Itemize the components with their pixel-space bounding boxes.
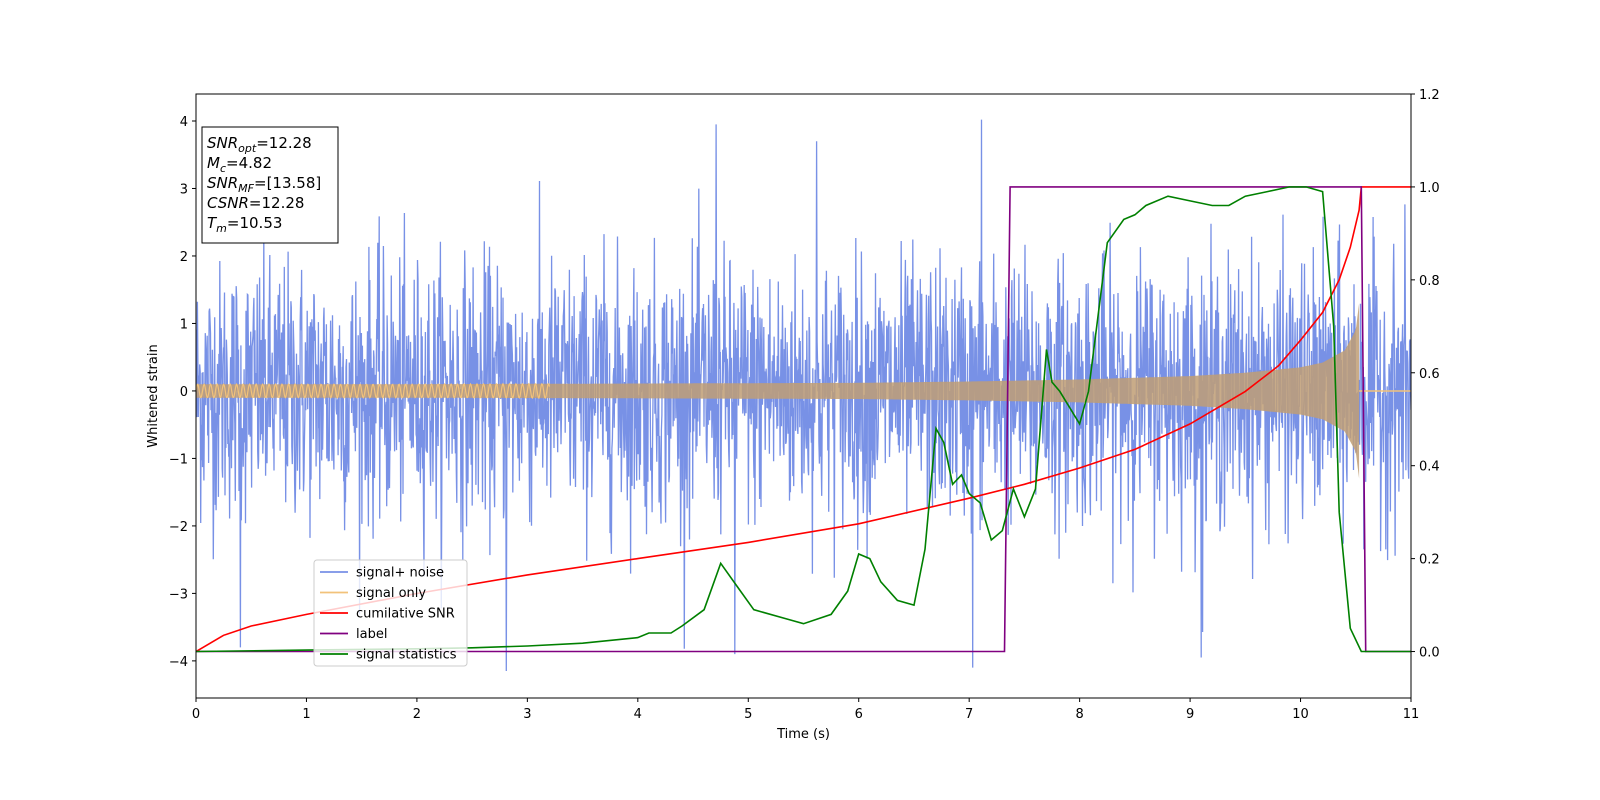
signal-only-envelope — [196, 303, 1360, 479]
info-symbol: CSNR — [207, 194, 249, 212]
y-right-tick-label: 0.8 — [1419, 274, 1440, 289]
series-signal-noise — [196, 119, 1411, 672]
y-left-tick-label: 4 — [180, 115, 188, 130]
x-tick-label: 4 — [634, 707, 642, 722]
info-subscript: opt — [238, 142, 257, 155]
x-tick-label: 6 — [855, 707, 863, 722]
y-right-tick-label: 1.2 — [1419, 88, 1440, 103]
legend-label: cumilative SNR — [356, 607, 455, 622]
x-axis-label: Time (s) — [776, 727, 830, 742]
y-right-tick-label: 0.4 — [1419, 460, 1440, 475]
info-symbol: SNR — [207, 174, 238, 192]
legend-label: signal statistics — [356, 648, 457, 663]
info-subscript: MF — [238, 182, 254, 195]
x-tick-label: 5 — [744, 707, 752, 722]
info-line: CSNR=12.28 — [207, 194, 304, 212]
y-left-tick-label: −4 — [169, 655, 188, 670]
y-left-tick-label: 1 — [180, 317, 188, 332]
legend-frame — [313, 559, 468, 667]
y-left-tick-label: −2 — [169, 520, 188, 535]
legend-label: signal only — [356, 586, 426, 601]
plot-frame — [195, 93, 1412, 699]
info-symbol: SNR — [207, 134, 238, 152]
legend-label: label — [356, 627, 387, 642]
y-left-tick-label: −3 — [169, 587, 188, 602]
y-left-tick-label: 0 — [180, 385, 188, 400]
x-tick-label: 9 — [1186, 707, 1194, 722]
info-line: Mc=4.82 — [207, 154, 272, 175]
x-tick-label: 10 — [1292, 707, 1309, 722]
x-axis: 0 1 2 3 4 5 6 7 8 9 10 11 — [192, 698, 1419, 722]
info-subscript: m — [216, 222, 227, 235]
info-line: Tm=10.53 — [207, 214, 282, 235]
info-line: SNRMF=[13.58] — [207, 174, 321, 195]
series-signal-only — [196, 303, 1411, 479]
info-symbol: M — [207, 154, 220, 172]
info-value: =12.28 — [256, 134, 312, 152]
y-right-tick-label: 1.0 — [1419, 181, 1440, 196]
info-line: SNRopt=12.28 — [207, 134, 312, 155]
x-tick-label: 7 — [965, 707, 973, 722]
signal-statistics-line — [196, 186, 1411, 653]
x-tick-label: 3 — [523, 707, 531, 722]
series-signal-statistics — [196, 186, 1411, 653]
y-left-tick-label: −1 — [169, 452, 188, 467]
x-tick-label: 8 — [1075, 707, 1083, 722]
info-subscript: c — [220, 162, 226, 175]
y-left-tick-label: 2 — [180, 250, 188, 265]
signal-noise-line — [196, 119, 1411, 672]
info-value: =[13.58] — [254, 174, 321, 192]
y-axis-label: Whitened strain — [146, 344, 161, 447]
y-right-tick-label: 0.6 — [1419, 367, 1440, 382]
x-tick-label: 11 — [1403, 707, 1420, 722]
info-symbol: T — [207, 214, 218, 232]
y-axis-left: 4 3 2 1 0 −1 −2 −3 −4 — [169, 115, 196, 670]
y-axis-right: 1.2 1.0 0.8 0.6 0.4 0.2 0.0 — [1411, 88, 1440, 661]
info-value: =4.82 — [226, 154, 272, 172]
info-value: =10.53 — [227, 214, 283, 232]
signal-only-line — [196, 382, 551, 400]
x-tick-label: 1 — [302, 707, 310, 722]
legend-label: signal+ noise — [356, 566, 444, 581]
x-tick-label: 0 — [192, 707, 200, 722]
y-right-tick-label: 0.0 — [1419, 646, 1440, 661]
info-box: SNRopt=12.28Mc=4.82SNRMF=[13.58]CSNR=12.… — [201, 126, 339, 244]
x-tick-label: 2 — [413, 707, 421, 722]
info-value: =12.28 — [249, 194, 305, 212]
y-left-tick-label: 3 — [180, 182, 188, 197]
info-box-frame — [201, 126, 339, 244]
legend: signal+ noise signal only cumilative SNR la… — [313, 559, 468, 667]
y-right-tick-label: 0.2 — [1419, 553, 1440, 568]
